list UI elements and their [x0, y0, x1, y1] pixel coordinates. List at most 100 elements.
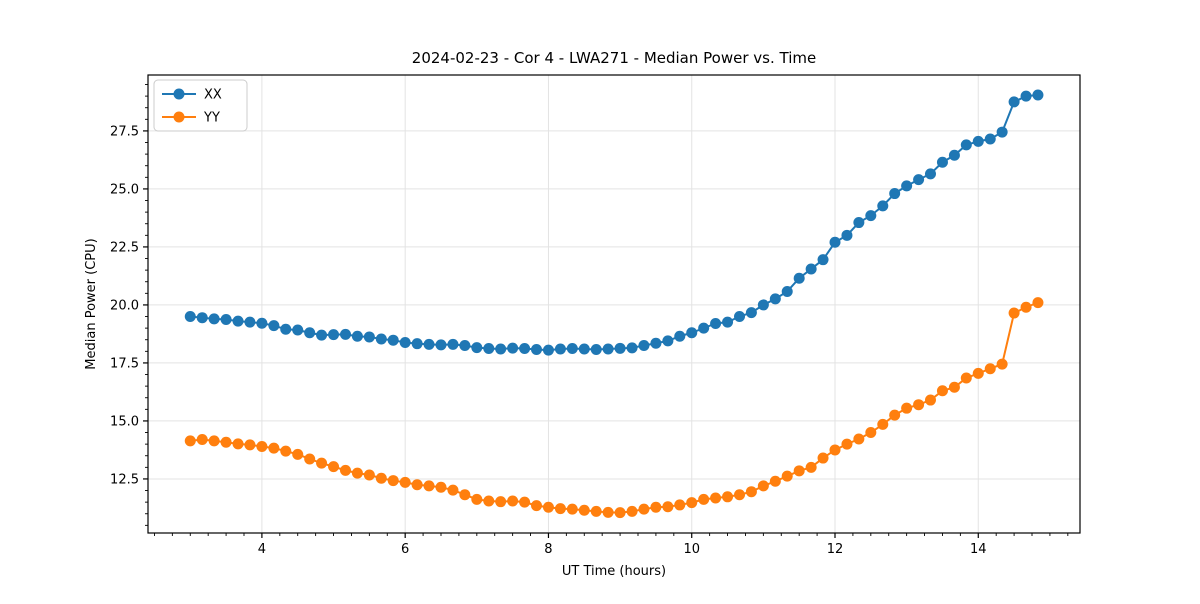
data-point — [1008, 307, 1020, 319]
data-point — [936, 385, 948, 397]
data-point — [483, 343, 495, 355]
data-point — [650, 501, 662, 513]
data-point — [877, 200, 889, 212]
data-point — [984, 133, 996, 145]
data-point — [972, 135, 984, 147]
series-line — [190, 93, 1039, 352]
data-point — [710, 317, 722, 329]
data-point — [698, 322, 710, 334]
data-point — [1020, 301, 1032, 313]
data-point — [960, 372, 972, 384]
data-point — [280, 445, 292, 457]
x-tick-label: 14 — [970, 542, 987, 557]
x-tick-label: 10 — [683, 542, 700, 557]
gridlines — [148, 75, 1080, 533]
data-point — [280, 323, 292, 335]
data-point — [387, 334, 399, 346]
data-point — [196, 433, 208, 445]
data-point — [423, 480, 435, 492]
data-point — [793, 272, 805, 284]
data-point — [650, 337, 662, 349]
data-point — [793, 465, 805, 477]
data-point — [447, 484, 459, 496]
data-point — [698, 493, 710, 505]
y-tick-label: 22.5 — [110, 240, 139, 255]
data-point — [614, 342, 626, 354]
data-point — [1032, 89, 1044, 101]
data-point — [889, 409, 901, 421]
y-tick-label: 12.5 — [110, 472, 139, 487]
data-point — [805, 263, 817, 275]
legend-marker — [173, 88, 185, 100]
data-point — [614, 507, 626, 519]
x-tick-label: 8 — [544, 542, 552, 557]
data-point — [495, 496, 507, 508]
data-point — [566, 503, 578, 515]
data-point — [901, 180, 913, 192]
data-point — [877, 418, 889, 430]
data-point — [196, 312, 208, 324]
data-point — [662, 501, 674, 513]
data-point — [817, 452, 829, 464]
data-point — [459, 489, 471, 501]
data-point — [948, 149, 960, 161]
legend-label: XX — [204, 88, 222, 103]
legend-marker — [173, 111, 185, 123]
data-point — [507, 495, 519, 507]
data-point — [913, 174, 925, 186]
legend: XX YY — [153, 79, 248, 132]
data-point — [292, 448, 304, 460]
data-point — [316, 329, 328, 341]
data-point — [722, 316, 734, 328]
data-point — [304, 453, 316, 465]
data-point — [244, 316, 256, 328]
data-point — [841, 229, 853, 241]
data-point — [734, 489, 746, 501]
data-point — [745, 307, 757, 319]
data-point — [674, 499, 686, 511]
chart-title: 2024-02-23 - Cor 4 - LWA271 - Median Pow… — [412, 49, 816, 67]
data-point — [566, 343, 578, 355]
data-point — [232, 438, 244, 450]
data-point — [1008, 96, 1020, 108]
data-point — [757, 299, 769, 311]
data-point — [745, 486, 757, 498]
y-tick-label: 15.0 — [110, 414, 139, 429]
data-point — [244, 439, 256, 451]
y-tick-label: 27.5 — [110, 124, 139, 139]
data-point — [578, 504, 590, 516]
data-point — [578, 343, 590, 355]
plot-border — [147, 74, 1081, 534]
data-point — [340, 464, 352, 476]
data-point — [411, 479, 423, 491]
data-point — [471, 342, 483, 354]
data-point — [710, 492, 722, 504]
data-point — [435, 339, 447, 351]
data-point — [363, 469, 375, 481]
data-point — [853, 217, 865, 229]
data-point — [638, 340, 650, 352]
data-point — [328, 461, 340, 473]
data-point — [351, 330, 363, 342]
data-point — [602, 343, 614, 355]
data-point — [626, 505, 638, 517]
data-point — [1020, 90, 1032, 102]
data-point — [375, 472, 387, 484]
data-point — [734, 311, 746, 323]
data-point — [901, 402, 913, 414]
data-point — [960, 139, 972, 151]
data-point — [447, 338, 459, 350]
data-point — [256, 317, 268, 329]
data-point — [829, 236, 841, 248]
data-point — [841, 438, 853, 450]
y-axis-label: Median Power (CPU) — [84, 238, 99, 369]
data-point — [781, 285, 793, 297]
data-point — [292, 324, 304, 336]
data-point — [865, 427, 877, 439]
data-point — [554, 343, 566, 355]
data-point — [435, 481, 447, 493]
data-point — [996, 358, 1008, 370]
data-point — [519, 343, 531, 355]
data-point — [495, 343, 507, 355]
